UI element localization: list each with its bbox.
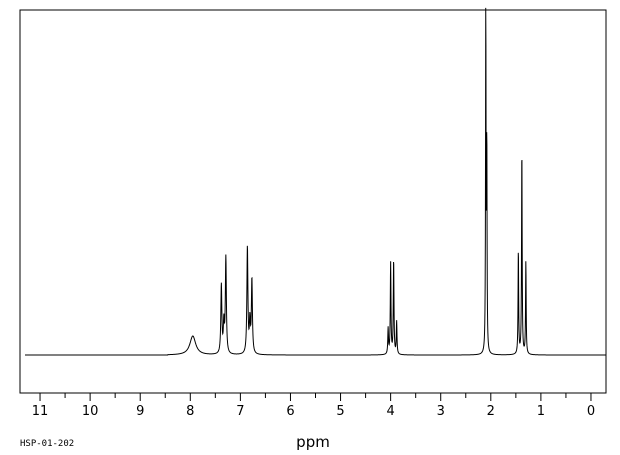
x-tick-label: 11: [32, 404, 49, 419]
x-tick-label: 9: [136, 404, 144, 419]
x-tick-label: 1: [537, 404, 545, 419]
x-axis-tick-labels: 11 10 9 8 7 6 5 4 3 2 1 0: [32, 404, 595, 419]
spectrum-id-label: HSP-01-202: [20, 439, 74, 449]
x-tick-label: 2: [487, 404, 495, 419]
x-tick-label: 10: [82, 404, 99, 419]
spectrum-trace: [25, 7, 606, 356]
x-tick-label: 7: [236, 404, 244, 419]
x-axis-ticks: [39, 393, 592, 401]
x-tick-label: 5: [336, 404, 344, 419]
x-tick-label: 3: [437, 404, 445, 419]
x-tick-label: 6: [286, 404, 294, 419]
x-tick-label: 8: [186, 404, 194, 419]
x-tick-label: 4: [386, 404, 394, 419]
x-tick-label: 0: [587, 404, 595, 419]
x-axis-title: ppm: [296, 433, 330, 451]
plot-frame: [19, 9, 607, 394]
